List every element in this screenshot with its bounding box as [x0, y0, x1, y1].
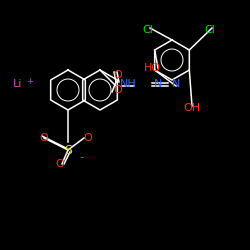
Text: O: O — [56, 159, 64, 169]
Text: Cl: Cl — [142, 25, 154, 35]
Text: S: S — [64, 144, 72, 156]
Text: Cl: Cl — [204, 25, 216, 35]
Text: O: O — [84, 133, 92, 143]
Text: Li: Li — [13, 79, 23, 89]
Text: O: O — [114, 85, 122, 95]
Text: OH: OH — [184, 103, 200, 113]
Text: -: - — [80, 152, 84, 164]
Text: NH: NH — [120, 79, 136, 89]
Text: N: N — [172, 79, 180, 89]
Text: O: O — [40, 133, 48, 143]
Text: O: O — [114, 70, 122, 80]
Text: HO: HO — [144, 63, 160, 73]
Text: N: N — [154, 79, 162, 89]
Text: +: + — [26, 76, 34, 86]
